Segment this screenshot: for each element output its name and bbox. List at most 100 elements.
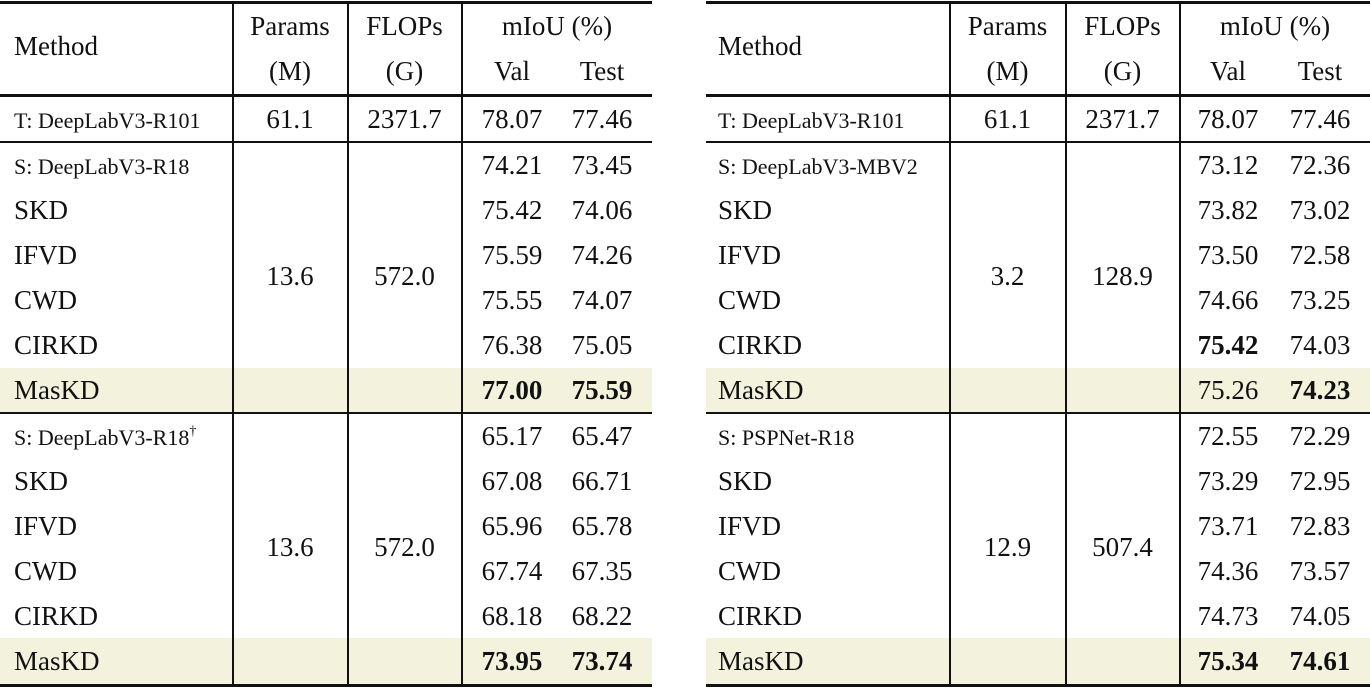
test-cell: 66.71 [571,466,633,496]
maskd-method: MasKD [14,375,100,405]
val-cell: 75.59 [481,240,543,270]
test-cell: 72.58 [1289,240,1351,270]
val-cell: 65.17 [481,421,543,451]
val-cell: 68.18 [481,601,543,631]
maskd-method: MasKD [718,646,804,676]
dagger-mark: † [189,424,197,439]
header-method: Method [718,31,802,61]
header-test: Test [1297,56,1343,86]
val-cell: 73.71 [1197,511,1259,541]
maskd-method: MasKD [718,375,804,405]
val-cell: 74.66 [1197,285,1259,315]
header-flops-unit: (G) [385,56,424,86]
val-cell: 73.82 [1197,195,1259,225]
maskd-val: 75.26 [1197,375,1259,405]
test-cell: 72.29 [1289,421,1351,451]
teacher-flops: 2371.7 [1085,104,1160,134]
test-cell: 67.35 [571,556,633,586]
test-cell: 73.57 [1289,556,1351,586]
teacher-val: 78.07 [481,104,543,134]
test-cell: 68.22 [571,601,633,631]
highlight-row-maskd [0,368,652,413]
group1-flops: 572.0 [374,261,435,291]
method-cell: CIRKD [14,330,99,360]
method-cell: CIRKD [14,601,99,631]
method-cell: IFVD [14,511,78,541]
results-table-right: Method Params (M) FLOPs (G) mIoU (%) Val… [706,0,1370,689]
header-params: Params [250,11,330,41]
header-miou: mIoU (%) [501,11,613,41]
method-cell: CIRKD [718,601,803,631]
group1-params: 3.2 [990,261,1025,291]
test-cell: 73.02 [1289,195,1351,225]
header-miou: mIoU (%) [1219,11,1331,41]
method-cell: CWD [14,556,77,586]
column-divider [949,1,951,687]
val-cell: 72.55 [1197,421,1259,451]
method-cell: SKD [14,195,69,225]
teacher-params: 61.1 [266,104,314,134]
student-method: S: DeepLabV3-R18† [14,424,197,450]
group1-params: 13.6 [266,261,314,291]
header-method: Method [14,31,98,61]
group2-flops: 507.4 [1092,532,1153,562]
group2-params: 13.6 [266,532,314,562]
group2-params: 12.9 [983,532,1032,562]
val-cell: 73.50 [1197,240,1259,270]
header-flops: FLOPs [1084,11,1161,41]
column-divider [461,1,463,687]
val-cell: 73.12 [1197,150,1259,180]
method-cell: IFVD [718,240,782,270]
highlight-row-maskd [706,638,1370,684]
val-cell: 74.73 [1197,601,1259,631]
method-cell: SKD [14,466,69,496]
group1-flops: 128.9 [1092,261,1153,291]
header-params-unit: (M) [986,56,1029,86]
method-cell: CIRKD [718,330,803,360]
test-cell: 65.78 [571,511,633,541]
val-cell: 75.55 [481,285,543,315]
test-cell: 74.03 [1289,330,1351,360]
header-flops: FLOPs [366,11,443,41]
header-rule [706,94,1370,97]
group2-flops: 572.0 [374,532,435,562]
maskd-val: 73.95 [481,646,543,676]
val-cell: 65.96 [481,511,543,541]
teacher-rule [706,141,1370,143]
test-cell: 74.05 [1289,601,1351,631]
column-divider [1179,1,1181,687]
val-cell: 73.29 [1197,466,1259,496]
method-cell: CWD [14,285,77,315]
method-cell: SKD [718,195,773,225]
method-cell: SKD [718,466,773,496]
highlight-row-maskd [0,638,652,684]
maskd-test: 75.59 [571,375,633,405]
teacher-test: 77.46 [1289,104,1351,134]
test-cell: 74.06 [571,195,633,225]
maskd-val: 75.34 [1197,646,1259,676]
header-test: Test [579,56,625,86]
header-val: Val [1210,56,1246,86]
test-cell: 73.45 [571,150,633,180]
bottom-rule [0,684,652,687]
student-method: S: DeepLabV3-MBV2 [718,154,918,179]
test-cell: 74.07 [571,285,633,315]
column-divider [347,1,349,687]
header-rule [0,94,652,97]
bottom-rule [706,684,1370,687]
student-method-label: S: DeepLabV3-R18 [14,425,190,450]
method-cell: CWD [718,556,781,586]
top-rule [706,1,1370,4]
test-cell: 65.47 [571,421,633,451]
highlight-row-maskd [706,368,1370,413]
header-params: Params [967,11,1048,41]
column-divider [1065,1,1067,687]
val-cell: 67.08 [481,466,543,496]
test-cell: 72.36 [1289,150,1351,180]
test-cell: 72.83 [1289,511,1351,541]
test-cell: 75.05 [571,330,633,360]
teacher-flops: 2371.7 [367,104,442,134]
teacher-method: T: DeepLabV3-R101 [718,108,905,133]
maskd-val: 77.00 [481,375,543,405]
teacher-method: T: DeepLabV3-R101 [14,108,201,133]
